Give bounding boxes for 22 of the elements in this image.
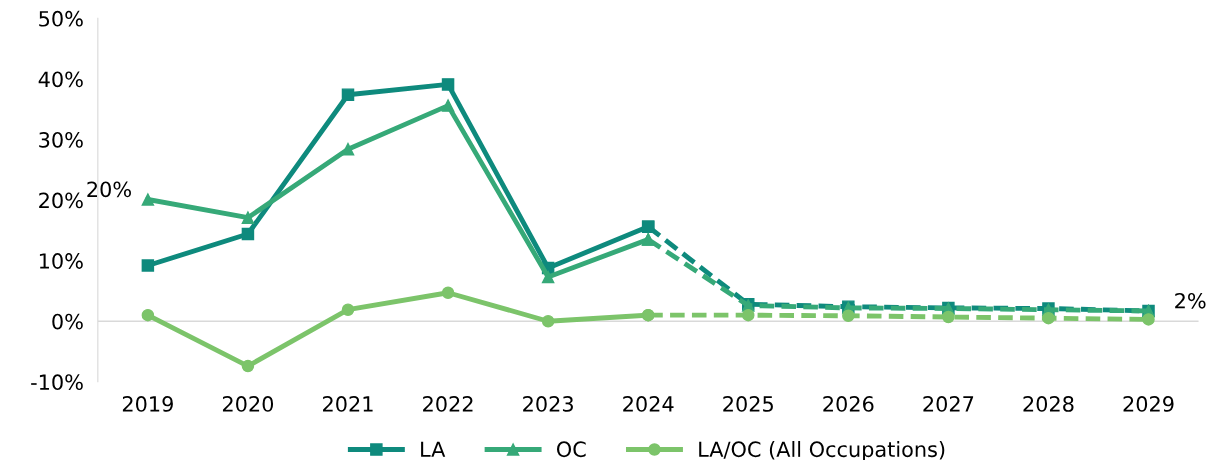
legend-label: LA bbox=[421, 441, 446, 457]
x-tick-label: 2028 bbox=[1023, 396, 1074, 412]
y-tick-label: 50% bbox=[39, 10, 83, 27]
x-tick-label: 2020 bbox=[222, 396, 274, 412]
y-tick-label: 20% bbox=[39, 192, 83, 209]
x-tick-label: 2027 bbox=[923, 396, 974, 412]
annotation: 20% bbox=[87, 181, 131, 198]
x-tick-label: 2022 bbox=[423, 396, 473, 412]
x-tick-label: 2023 bbox=[523, 396, 573, 412]
x-tick-label: 2019 bbox=[122, 396, 173, 412]
y-tick-label: 10% bbox=[39, 253, 83, 269]
x-tick-label: 2026 bbox=[823, 396, 874, 412]
x-tick-label: 2025 bbox=[723, 396, 773, 412]
x-tick-label: 2029 bbox=[1123, 396, 1174, 412]
y-tick-label: 40% bbox=[38, 71, 83, 88]
y-tick-label: 0% bbox=[52, 313, 83, 330]
x-tick-label: 2024 bbox=[623, 396, 674, 412]
annotation: 2% bbox=[1175, 292, 1206, 309]
y-tick-label: -10% bbox=[31, 374, 83, 391]
x-tick-label: 2021 bbox=[323, 396, 373, 412]
y-tick-label: 30% bbox=[39, 131, 83, 148]
legend-label: OC bbox=[556, 441, 586, 458]
